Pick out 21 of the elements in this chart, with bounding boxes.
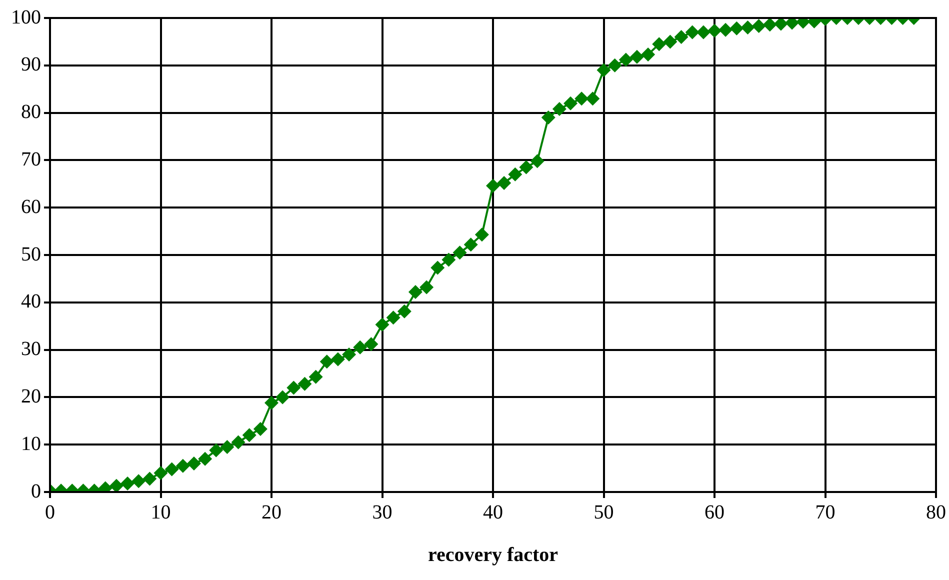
y-tick-label: 20: [21, 385, 41, 408]
y-tick-label: 10: [21, 432, 41, 455]
x-tick-label: 80: [926, 501, 946, 524]
x-axis-title: recovery factor: [428, 544, 558, 566]
y-tick-label: 90: [21, 54, 41, 76]
x-tick-label: 30: [372, 501, 392, 524]
x-tick-label: 50: [594, 501, 614, 524]
x-tick-label: 70: [815, 501, 836, 524]
x-tick-label: 10: [150, 501, 171, 524]
y-tick-label: 30: [21, 338, 41, 360]
x-tick-label: 40: [483, 501, 503, 524]
y-tick-label: 80: [21, 101, 41, 124]
y-tick-label: 40: [21, 290, 41, 313]
x-tick-label: 20: [262, 501, 282, 524]
y-tick-label: 50: [21, 243, 41, 266]
y-tick-label: 100: [11, 6, 41, 28]
x-tick-label: 0: [45, 501, 55, 524]
y-tick-label: 70: [21, 148, 41, 170]
y-tick-label: 60: [21, 196, 41, 218]
x-tick-label: 60: [704, 501, 724, 524]
y-tick-label: 0: [31, 480, 41, 502]
